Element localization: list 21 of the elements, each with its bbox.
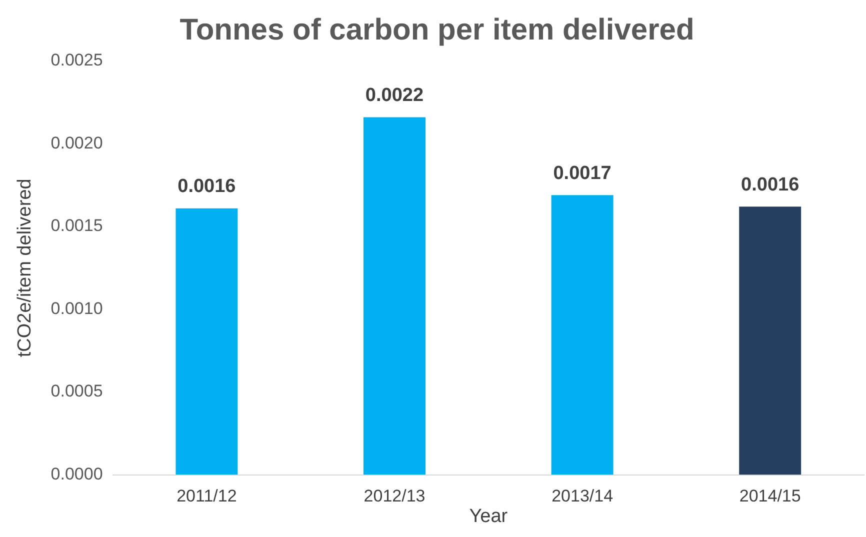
x-tick-label: 2012/13 (364, 486, 426, 506)
chart-title: Tonnes of carbon per item delivered (180, 13, 694, 46)
data-label: 0.0016 (178, 176, 236, 198)
bar (551, 195, 614, 475)
y-tick-label: 0.0020 (50, 133, 103, 152)
y-tick-label: 0.0015 (50, 216, 103, 236)
data-label: 0.0017 (553, 162, 612, 184)
y-tick-label: 0.0005 (50, 382, 103, 401)
bar (364, 117, 426, 475)
y-tick-label: 0.0010 (50, 298, 103, 318)
data-label: 0.0016 (741, 174, 800, 196)
y-tick-label: 0.0000 (50, 464, 103, 484)
data-label: 0.0022 (365, 85, 424, 106)
x-axis-title: Year (469, 506, 508, 527)
bar (739, 206, 802, 475)
x-tick-label: 2013/14 (552, 486, 614, 506)
y-tick-label: 0.0025 (50, 50, 103, 70)
x-tick-label: 2014/15 (739, 486, 801, 506)
x-tick-label: 2011/12 (176, 486, 237, 506)
bar (176, 208, 238, 475)
y-axis-title: tCO2e/item delivered (14, 178, 36, 358)
